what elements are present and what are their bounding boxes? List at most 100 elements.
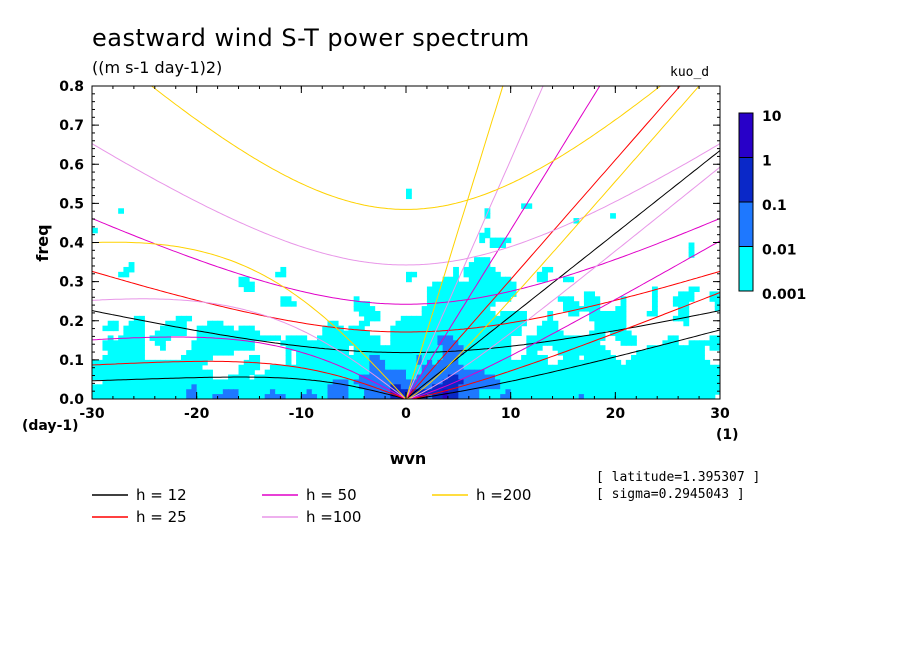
heatmap-cell <box>500 330 507 337</box>
heatmap-cell <box>400 325 407 332</box>
heatmap-cell <box>563 276 569 283</box>
heatmap-cell <box>484 394 491 399</box>
heatmap-cell <box>139 350 145 356</box>
heatmap-cell <box>180 320 187 327</box>
heatmap-cell <box>526 345 533 351</box>
heatmap-cell <box>364 301 370 307</box>
heatmap-cell <box>426 379 433 385</box>
heatmap-cell <box>264 379 271 385</box>
heatmap-cell <box>133 325 140 332</box>
heatmap-cell <box>479 306 486 312</box>
heatmap-cell <box>589 296 595 302</box>
dispersion-curves <box>92 86 720 399</box>
heatmap-cell <box>243 364 250 371</box>
heatmap-cell <box>233 340 240 346</box>
heatmap-cell <box>327 350 334 356</box>
heatmap-cell <box>306 340 313 346</box>
heatmap-cell <box>301 384 308 390</box>
heatmap-cell <box>510 325 517 332</box>
heatmap-cell <box>463 359 470 366</box>
heatmap-cell <box>468 276 475 283</box>
heatmap-cell <box>249 369 255 376</box>
heatmap-cell <box>620 325 627 332</box>
heatmap-cell <box>128 389 135 395</box>
heatmap-cell <box>453 350 459 356</box>
heatmap-cell <box>657 350 664 356</box>
heatmap-cell <box>311 394 318 399</box>
heatmap-cell <box>228 384 234 390</box>
heatmap-cell <box>479 330 486 337</box>
heatmap-cell <box>704 359 711 366</box>
heatmap-cell <box>217 330 224 337</box>
heatmap-cell <box>306 389 313 395</box>
heatmap-cell <box>128 374 135 381</box>
heatmap-cell <box>447 394 454 399</box>
heatmap-cell <box>233 389 240 395</box>
heatmap-cell <box>651 296 658 302</box>
heatmap-cell <box>395 320 402 327</box>
heatmap-cell <box>604 315 611 322</box>
heatmap-cell <box>489 291 496 297</box>
heatmap-cell <box>500 296 507 302</box>
heatmap-cell <box>447 276 454 283</box>
heatmap-cell <box>421 394 428 399</box>
heatmap-cell <box>207 394 213 399</box>
heatmap-cell <box>165 359 172 366</box>
heatmap-cell <box>578 345 585 351</box>
heatmap-cell <box>714 374 720 381</box>
heatmap-cell <box>358 340 365 346</box>
heatmap-cell <box>500 310 507 317</box>
heatmap-cell <box>479 262 486 268</box>
heatmap-cell <box>625 359 632 366</box>
heatmap-cell <box>594 320 601 327</box>
heatmap-cell <box>484 262 491 268</box>
heatmap-cell <box>285 369 292 376</box>
heatmap-cell <box>191 354 198 361</box>
heatmap-cell <box>651 301 658 307</box>
colorbar-label: 1 <box>762 154 772 170</box>
heatmap-cell <box>625 394 632 399</box>
heatmap-cell <box>484 379 491 385</box>
heatmap-cell <box>207 369 213 376</box>
heatmap-cell <box>411 374 418 381</box>
heatmap-cell <box>620 369 627 376</box>
heatmap-cell <box>631 369 637 376</box>
heatmap-cell <box>249 394 255 399</box>
heatmap-cell <box>662 374 669 381</box>
heatmap-cell <box>505 374 512 381</box>
heatmap-cell <box>515 374 522 381</box>
heatmap-cell <box>416 335 423 341</box>
heatmap-cell <box>515 330 522 337</box>
heatmap-cell <box>442 325 449 332</box>
heatmap-cell <box>442 276 449 283</box>
heatmap-cell <box>390 345 397 351</box>
heatmap-cell <box>510 359 517 366</box>
heatmap-cell <box>426 345 433 351</box>
heatmap-cell <box>557 369 564 376</box>
heatmap-cell <box>599 369 606 376</box>
heatmap-cell <box>385 345 391 351</box>
heatmap-cell <box>374 345 381 351</box>
heatmap-cell <box>547 379 554 385</box>
heatmap-cell <box>500 389 507 395</box>
heatmap-cell <box>442 394 449 399</box>
heatmap-cell <box>599 359 606 366</box>
heatmap-cell <box>699 384 705 390</box>
colorbar-swatch <box>738 246 754 292</box>
heatmap-cell <box>348 369 355 376</box>
heatmap-cell <box>636 389 643 395</box>
heatmap-cell <box>160 394 166 399</box>
heatmap-cell <box>474 291 480 297</box>
heatmap-cell <box>704 364 711 371</box>
heatmap-cell <box>489 350 496 356</box>
heatmap-cell <box>317 354 323 361</box>
heatmap-cell <box>123 354 130 361</box>
heatmap-cell <box>542 271 548 278</box>
heatmap-cell <box>353 389 360 395</box>
heatmap-cell <box>704 374 711 381</box>
heatmap-cell <box>406 359 412 366</box>
heatmap-cell <box>102 369 109 376</box>
heatmap-cell <box>542 330 548 337</box>
heatmap-cell <box>290 345 297 351</box>
heatmap-cell <box>374 354 381 361</box>
